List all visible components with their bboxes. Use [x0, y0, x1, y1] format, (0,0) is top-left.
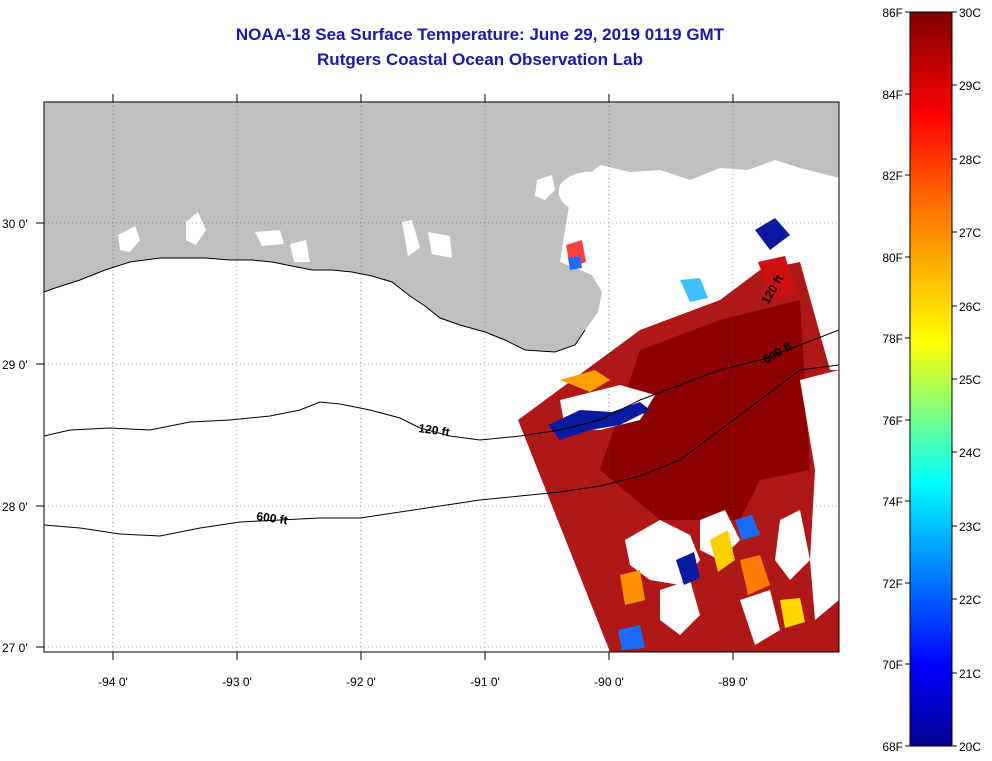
bay — [428, 232, 452, 258]
map-subtitle: Rutgers Coastal Ocean Observation Lab — [317, 50, 643, 69]
ticks — [36, 94, 734, 660]
colorbar-f-label: 84F — [882, 88, 903, 102]
lon-label: -90 0' — [594, 675, 624, 689]
map-title: NOAA-18 Sea Surface Temperature: June 29… — [235, 25, 725, 44]
colorbar-f-label: 78F — [882, 332, 903, 346]
colorbar-c-label: 22C — [959, 593, 981, 607]
colorbar-ticks — [905, 11, 957, 747]
bay — [255, 230, 284, 246]
colorbar-c-label: 23C — [959, 520, 981, 534]
colorbar-f-label: 70F — [882, 658, 903, 672]
colorbar-ramp — [909, 11, 953, 747]
colorbar-f-label: 76F — [882, 414, 903, 428]
lake — [535, 175, 555, 200]
map-area: 120 ft 600 ft 120 ft 600 ft — [44, 102, 839, 652]
lon-label: -94 0' — [98, 675, 128, 689]
colorbar-c-label: 25C — [959, 373, 981, 387]
lon-label: -92 0' — [346, 675, 376, 689]
colorbar-c-label: 29C — [959, 79, 981, 93]
colorbar-c-label: 30C — [959, 6, 981, 20]
colorbar-c-label: 26C — [959, 300, 981, 314]
graticule — [44, 102, 839, 652]
colorbar-c-label: 27C — [959, 226, 981, 240]
lon-label: -91 0' — [470, 675, 500, 689]
colorbar-c-label: 20C — [959, 740, 981, 754]
land-mass — [44, 102, 839, 352]
bay — [290, 240, 310, 262]
contour-120ft — [44, 329, 839, 441]
coastline — [44, 257, 586, 353]
colorbar-c-label: 24C — [959, 446, 981, 460]
lon-label: -89 0' — [718, 675, 748, 689]
lat-label: 30 0' — [2, 217, 28, 231]
lon-label: -93 0' — [222, 675, 252, 689]
lat-label: 29 0' — [2, 358, 28, 372]
colorbar-c-label: 28C — [959, 153, 981, 167]
bay — [118, 226, 140, 252]
contour-label-600ft-west: 600 ft — [256, 509, 289, 527]
bay — [186, 212, 206, 245]
colorbar-f-label: 74F — [882, 495, 903, 509]
contour-label-120ft-west: 120 ft — [418, 421, 451, 439]
colorbar-f-label: 82F — [882, 169, 903, 183]
colorbar-f-label: 86F — [882, 6, 903, 20]
colorbar-f-label: 72F — [882, 577, 903, 591]
colorbar-c-label: 21C — [959, 667, 981, 681]
map-frame — [43, 101, 840, 653]
lat-label: 28 0' — [2, 500, 28, 514]
lat-label: 27 0' — [2, 641, 28, 655]
sst-swath — [518, 218, 839, 652]
colorbar: 86F 84F 82F 80F 78F 76F 74F 72F 70F 68F … — [882, 6, 981, 754]
lake — [558, 171, 623, 214]
colorbar-f-label: 80F — [882, 251, 903, 265]
bay — [402, 220, 420, 256]
colorbar-f-label: 68F — [882, 740, 903, 754]
